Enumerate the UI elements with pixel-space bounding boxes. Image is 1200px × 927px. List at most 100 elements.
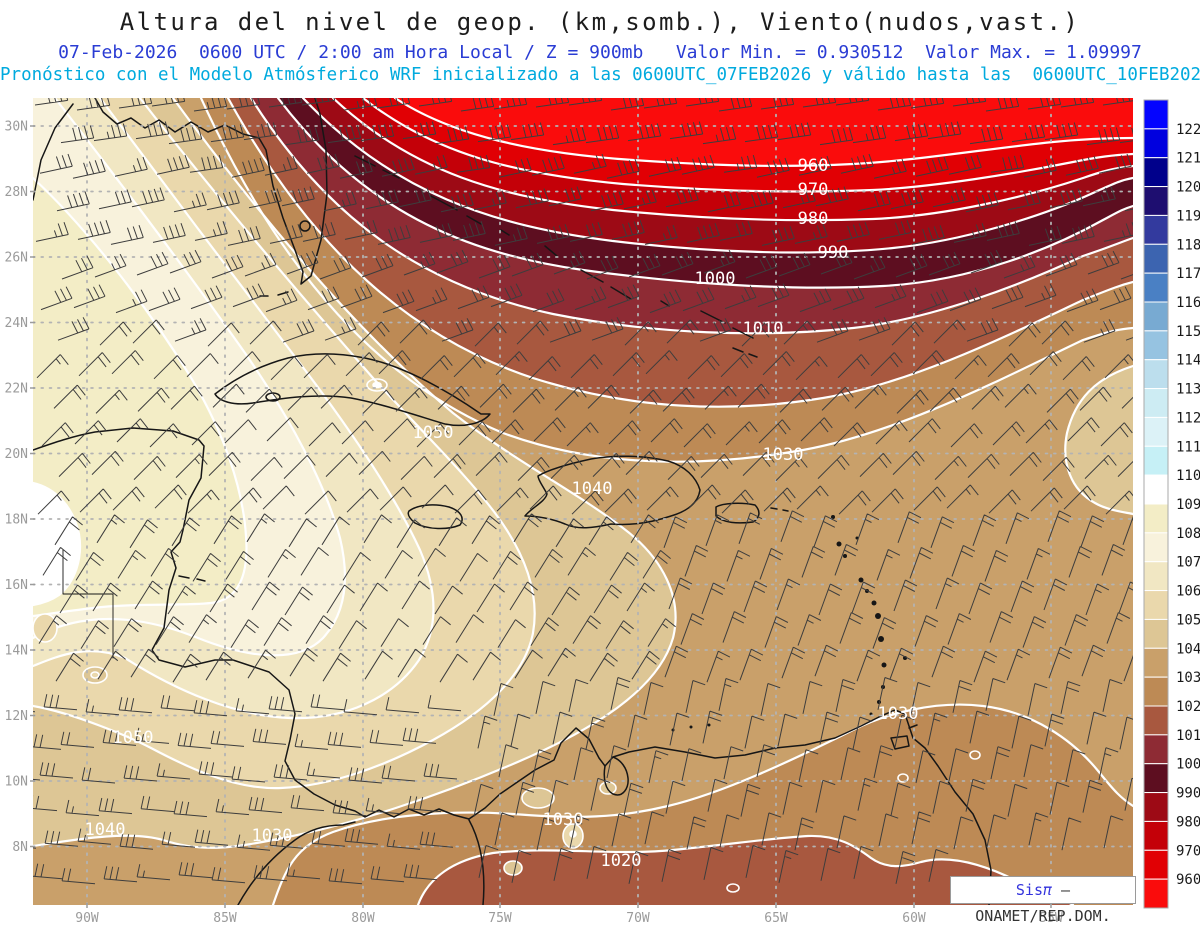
colorbar-tick-label: 1190	[1176, 208, 1200, 224]
lat-label: 22N	[5, 382, 28, 397]
colorbar-segment	[1143, 214, 1169, 245]
colorbar-tick-label: 1010	[1176, 728, 1200, 744]
contour-label: 1030	[543, 810, 584, 830]
lat-lon-grid	[33, 98, 1133, 905]
colorbar-segment	[1143, 474, 1169, 505]
colorbar-segment	[1143, 416, 1169, 447]
colorbar-segment	[1143, 301, 1169, 332]
colorbar-tick-label: 1180	[1176, 237, 1200, 253]
contour-label: 1000	[695, 269, 736, 289]
colorbar-tick-label: 1030	[1176, 670, 1200, 686]
wind-barbs	[33, 98, 1133, 885]
colorbar-tick-label: 980	[1176, 814, 1200, 830]
lat-label: 12N	[5, 709, 28, 724]
colorbar-segment	[1143, 445, 1169, 476]
model-init-line: Pronóstico con el Modelo Atmósferico WRF…	[0, 65, 1200, 85]
colorbar-segment	[1143, 272, 1169, 303]
colorbar-tick-label: 1220	[1176, 122, 1200, 138]
contour-label: 1030	[763, 445, 804, 465]
colorbar-segment	[1143, 388, 1169, 418]
colorbar-tick-label: 970	[1176, 843, 1200, 859]
colorbar-segment	[1143, 820, 1169, 851]
colorbar-tick-label: 1070	[1176, 555, 1200, 571]
colorbar-segment	[1143, 561, 1169, 592]
colorbar-tick-label: 1060	[1176, 584, 1200, 600]
colorbar-tick-label: 1020	[1176, 699, 1200, 715]
contour-label: 960	[798, 156, 829, 176]
contour-label: 1050	[113, 728, 154, 748]
lon-label: 80W	[351, 911, 375, 926]
colorbar-segment	[1143, 618, 1169, 649]
contour-label: 1040	[85, 820, 126, 840]
axis-labels: 30N 28N 26N 24N 22N 20N 18N 16N 14N 12N 10N 8N 90W 85…	[5, 120, 1063, 927]
pi-icon: π	[1043, 881, 1053, 899]
lat-label: 30N	[5, 120, 28, 135]
contour-label: 1050	[413, 423, 454, 443]
colorbar-tick-label: 1200	[1176, 180, 1200, 196]
colorbar-segment	[1143, 243, 1169, 274]
colorbar-scale: 1220 1210 1200 1190 1180 1170 1160 1150 1140 1130…	[1143, 99, 1200, 909]
lon-label: 85W	[213, 911, 237, 926]
map-region: 960 970 980 990 1000 1010 1030 1040 1050 1050 1040…	[33, 98, 1133, 905]
colorbar-tick-label: 1160	[1176, 295, 1200, 311]
contour-labels: 960 970 980 990 1000 1010 1030 1040 1050 1050 1040…	[85, 156, 919, 871]
lon-label: 65W	[764, 911, 788, 926]
lon-label: 60W	[902, 911, 926, 926]
colorbar-segment	[1143, 590, 1169, 620]
colorbar-tick-label: 1040	[1176, 641, 1200, 657]
colorbar-segment	[1143, 157, 1169, 188]
colorbar-segment	[1143, 128, 1169, 159]
colorbar-tick-label: 960	[1176, 872, 1200, 888]
colorbar-segment	[1143, 792, 1169, 822]
contour-label: 1010	[743, 319, 784, 339]
colorbar-tick-label: 1140	[1176, 353, 1200, 369]
contour-label: 1020	[601, 851, 642, 871]
lat-label: 24N	[5, 316, 28, 331]
colorbar-segment	[1143, 503, 1169, 534]
colorbar-segment	[1143, 676, 1169, 707]
contour-label: 1040	[572, 479, 613, 499]
lon-label: 55W	[1039, 911, 1063, 926]
contour-label: 1030	[252, 826, 293, 846]
colorbar-tick-label: 1170	[1176, 266, 1200, 282]
colorbar-tick-label: 1000	[1176, 757, 1200, 773]
colorbar-segment	[1143, 849, 1169, 880]
colorbar-segment	[1143, 734, 1169, 765]
contour-label: 980	[798, 209, 829, 229]
colorbar-segment	[1143, 99, 1169, 130]
colorbar-tick-label: 1050	[1176, 612, 1200, 628]
colorbar-tick-label: 990	[1176, 786, 1200, 802]
map-title: Altura del nivel de geop. (km,somb.), Vi…	[119, 8, 1081, 36]
lon-label: 90W	[75, 911, 99, 926]
colorbar-segment	[1143, 532, 1169, 563]
colorbar-segment	[1143, 647, 1169, 678]
watermark-brand: Sis	[1015, 881, 1043, 899]
valid-time-line: 07-Feb-2026 0600 UTC / 2:00 am Hora Loca…	[58, 42, 1142, 63]
colorbar-segment	[1143, 186, 1169, 216]
watermark-text: – ONAMET/REP.DOM.	[975, 881, 1111, 925]
colorbar-tick-label: 1090	[1176, 497, 1200, 513]
lat-label: 20N	[5, 447, 28, 462]
colorbar-segment	[1143, 705, 1169, 736]
lat-label: 28N	[5, 185, 28, 200]
lat-label: 18N	[5, 513, 28, 528]
lat-label: 10N	[5, 775, 28, 790]
coastlines	[33, 98, 992, 905]
contour-label: 990	[818, 243, 849, 263]
colorbar-tick-label: 1080	[1176, 526, 1200, 542]
colorbar-tick-label: 1130	[1176, 382, 1200, 398]
colorbar-segment	[1143, 763, 1169, 794]
colorbar-tick-label: 1210	[1176, 151, 1200, 167]
colorbar-tick-label: 1150	[1176, 324, 1200, 340]
terrain-contour-rings	[33, 378, 981, 893]
lat-label: 14N	[5, 644, 28, 659]
colorbar-segment	[1143, 359, 1169, 390]
contour-label: 970	[798, 180, 829, 200]
contour-label: 1030	[878, 704, 919, 724]
lat-label: 8N	[12, 840, 28, 855]
